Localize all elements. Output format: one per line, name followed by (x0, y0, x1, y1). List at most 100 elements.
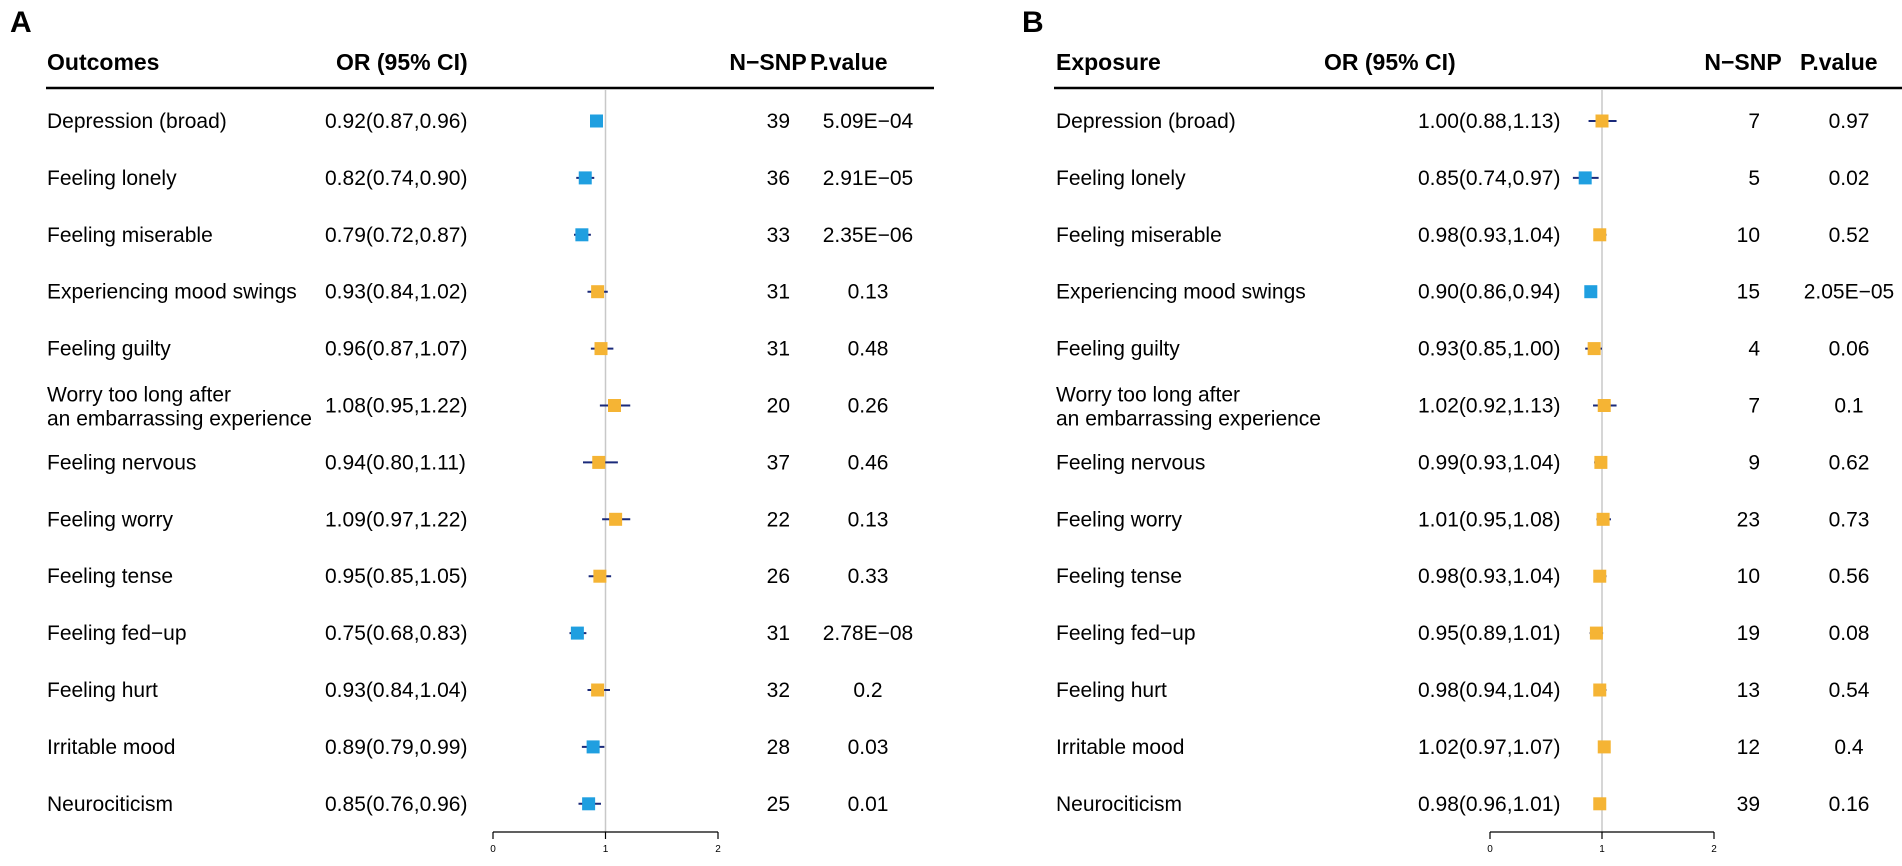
panel-a-row-3-nsnp: 33 (767, 224, 790, 247)
panel-b-row-13-label: Neurociticism (1056, 793, 1182, 816)
panel-b-row-5-nsnp: 4 (1748, 338, 1760, 361)
panel-b-row-6-label-line2: an embarrassing experience (1056, 408, 1321, 431)
panel-b-row-3-pvalue: 0.52 (1829, 224, 1870, 247)
panel-a-row-3-or-text: 0.79(0.72,0.87) (325, 224, 467, 247)
panel-b-row-6-nsnp: 7 (1748, 395, 1760, 418)
panel-a-row-1-label: Depression (broad) (47, 110, 227, 133)
panel-a-row-13-pvalue: 0.01 (848, 793, 889, 816)
panel-a-row-9-or-text: 0.95(0.85,1.05) (325, 565, 467, 588)
panel-b-header-nsnp: N−SNP (1704, 49, 1781, 75)
panel-a-row-1-estimate-marker (590, 114, 603, 128)
panel-b-row-10-or-text: 0.95(0.89,1.01) (1418, 622, 1560, 645)
panel-a-row-11-estimate-marker (591, 683, 605, 697)
panel-a-row-6-nsnp: 20 (767, 395, 790, 418)
panel-a-header-label: Outcomes (47, 49, 159, 75)
panel-b-row-8-pvalue: 0.73 (1829, 508, 1870, 531)
panel-a-row-5-estimate-marker (594, 342, 608, 356)
panel-b-row-3-estimate-marker (1593, 228, 1607, 242)
panel-a-row-2-pvalue: 2.91E−05 (823, 167, 914, 190)
panel-b-row-9-pvalue: 0.56 (1829, 565, 1870, 588)
panel-a-row-9-pvalue: 0.33 (848, 565, 889, 588)
panel-a-row-8-pvalue: 0.13 (848, 508, 889, 531)
panel-a-row-4-estimate-marker (591, 285, 605, 299)
panel-b-row-9-nsnp: 10 (1737, 565, 1760, 588)
panel-a-row-11-label: Feeling hurt (47, 679, 158, 702)
panel-a-row-8-label: Feeling worry (47, 508, 174, 531)
panel-b-row-10-label: Feeling fed−up (1056, 622, 1196, 645)
panel-a-row-7-estimate-marker (592, 455, 606, 469)
panel-b-header-label: Exposure (1056, 49, 1161, 75)
panel-b-row-13-or-text: 0.98(0.96,1.01) (1418, 793, 1560, 816)
panel-b-x-tick-label-1: 1 (1599, 844, 1605, 855)
panel-a-row-12-or-text: 0.89(0.79,0.99) (325, 736, 467, 759)
panel-a-row-6-label-line2: an embarrassing experience (47, 408, 312, 431)
panel-b-x-tick-label-2: 2 (1711, 844, 1717, 855)
panel-a-x-tick-label-2: 2 (715, 844, 721, 855)
panel-b-row-2-pvalue: 0.02 (1829, 167, 1870, 190)
panel-a-row-10-or-text: 0.75(0.68,0.83) (325, 622, 467, 645)
panel-a-row-3-estimate-marker (575, 228, 589, 242)
panel-b-row-6-estimate-marker (1597, 399, 1611, 412)
panel-a-row-10-estimate-marker (570, 626, 584, 640)
panel-a-row-7-or-text: 0.94(0.80,1.11) (325, 451, 466, 474)
panel-a-row-4-label: Experiencing mood swings (47, 281, 297, 304)
panel-b-x-tick-label-0: 0 (1487, 844, 1493, 855)
panel-a-row-7-label: Feeling nervous (47, 451, 196, 474)
panel-b-row-11-estimate-marker (1593, 683, 1607, 697)
panel-a-row-10-label: Feeling fed−up (47, 622, 187, 645)
panel-a-row-7-nsnp: 37 (767, 451, 790, 474)
panel-b-row-6-pvalue: 0.1 (1834, 395, 1863, 418)
panel-b-row-1-nsnp: 7 (1748, 110, 1760, 133)
panel-b-row-4-or-text: 0.90(0.86,0.94) (1418, 281, 1560, 304)
panel-b-row-7-label: Feeling nervous (1056, 451, 1205, 474)
panel-b-row-11-or-text: 0.98(0.94,1.04) (1418, 679, 1560, 702)
panel-b-row-8-estimate-marker (1596, 512, 1610, 526)
panel-a-row-6-estimate-marker (608, 399, 621, 412)
panel-a-row-13-label: Neurociticism (47, 793, 173, 816)
panel-a-row-8-nsnp: 22 (767, 508, 790, 531)
panel-a-row-1-or-text: 0.92(0.87,0.96) (325, 110, 467, 133)
panel-a-row-12-nsnp: 28 (767, 736, 790, 759)
panel-a-row-6-or-text: 1.08(0.95,1.22) (325, 395, 467, 418)
panel-a-x-tick-label-0: 0 (490, 844, 496, 855)
panel-b-row-11-nsnp: 13 (1737, 679, 1760, 702)
panel-a-x-tick-label-1: 1 (603, 844, 609, 855)
panel-b-row-12-label: Irritable mood (1056, 736, 1184, 759)
panel-b-row-13-estimate-marker (1593, 797, 1607, 811)
panel-a-row-11-pvalue: 0.2 (853, 679, 882, 702)
panel-b-row-3-label: Feeling miserable (1056, 224, 1222, 247)
panel-a-row-11-or-text: 0.93(0.84,1.04) (325, 679, 467, 702)
panel-b-row-9-or-text: 0.98(0.93,1.04) (1418, 565, 1560, 588)
panel-b-row-11-label: Feeling hurt (1056, 679, 1167, 702)
panel-a-row-2-nsnp: 36 (767, 167, 790, 190)
panel-b-row-8-or-text: 1.01(0.95,1.08) (1418, 508, 1560, 531)
panel-a-row-1-nsnp: 39 (767, 110, 790, 133)
panel-b-row-2-estimate-marker (1578, 171, 1592, 185)
panel-b-row-9-estimate-marker (1593, 569, 1607, 583)
panel-a-row-5-label: Feeling guilty (47, 338, 171, 361)
panel-a-row-3-pvalue: 2.35E−06 (823, 224, 914, 247)
panel-a-row-4-nsnp: 31 (767, 281, 790, 304)
panel-b-row-6-label-line1: Worry too long after (1056, 384, 1240, 407)
panel-b-row-7-or-text: 0.99(0.93,1.04) (1418, 451, 1560, 474)
panel-b-row-9-label: Feeling tense (1056, 565, 1182, 588)
panel-b-row-7-pvalue: 0.62 (1829, 451, 1870, 474)
panel-b-row-13-pvalue: 0.16 (1829, 793, 1870, 816)
panel-a-header-or: OR (95% CI) (336, 49, 468, 75)
panel-b-row-2-nsnp: 5 (1748, 167, 1760, 190)
panel-a-row-10-nsnp: 31 (767, 622, 790, 645)
panel-a-row-5-or-text: 0.96(0.87,1.07) (325, 338, 467, 361)
panel-b-row-4-label: Experiencing mood swings (1056, 281, 1306, 304)
panel-a-header-pvalue: P.value (810, 49, 888, 75)
panel-a-row-9-label: Feeling tense (47, 565, 173, 588)
panel-a-row-1-pvalue: 5.09E−04 (823, 110, 914, 133)
panel-b-row-2-label: Feeling lonely (1056, 167, 1186, 190)
panel-a-row-8-estimate-marker (609, 512, 623, 526)
panel-a-row-5-nsnp: 31 (767, 338, 790, 361)
panel-a-row-12-pvalue: 0.03 (848, 736, 889, 759)
panel-a-row-10-pvalue: 2.78E−08 (823, 622, 914, 645)
panel-a-row-6-pvalue: 0.26 (848, 395, 889, 418)
panel-a-row-13-estimate-marker (582, 797, 596, 811)
panel-b-row-10-nsnp: 19 (1737, 622, 1760, 645)
